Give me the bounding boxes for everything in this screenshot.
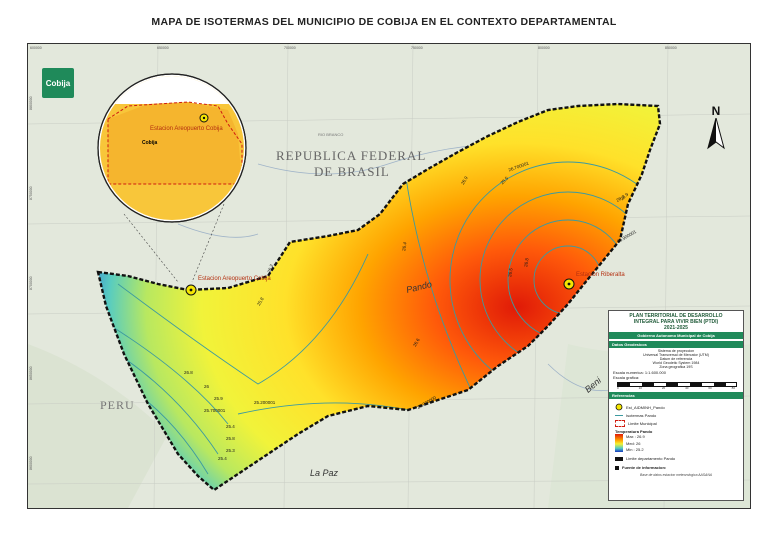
datos-line: World Geodetic System 1984 bbox=[652, 361, 700, 365]
isotherm-label: 25.9 bbox=[214, 396, 223, 401]
coordinate-tick-left: 8700000 bbox=[29, 276, 33, 290]
legend-fuente: Base de datos estacion meteorologica AAS… bbox=[639, 473, 713, 477]
isotherm-label: 25.4 bbox=[226, 424, 235, 429]
legend-items: Est_AIDMINH_Pando Isotermas Pando Limite… bbox=[609, 399, 743, 479]
legend-title-2: INTEGRAL PARA VIVIR BIEN (PTDI) bbox=[633, 319, 719, 325]
coordinate-tick-top: 700000 bbox=[284, 46, 296, 50]
scale-bar: 0 10 20 40 60 80 bbox=[617, 381, 737, 391]
coordinate-tick-top: 800000 bbox=[538, 46, 550, 50]
legend-panel: PLAN TERRITORIAL DE DESARROLLO INTEGRAL … bbox=[608, 310, 744, 501]
label-peru: PERU bbox=[100, 398, 135, 412]
datos-line: Zona geografica 19S bbox=[659, 365, 693, 369]
legend-item-limite-dep: Limite departamento Pando bbox=[615, 456, 737, 461]
legend-item-isotherm: Isotermas Pando bbox=[615, 413, 737, 418]
station-cobija-marker[interactable] bbox=[185, 284, 197, 296]
legend-temp-title: Temperatura Pando bbox=[615, 429, 653, 434]
legend-temp-ramp: Max : 26.9 Med: 26 Min : 25.2 bbox=[615, 434, 737, 452]
station-riberalta-marker[interactable] bbox=[563, 278, 575, 290]
logo-text: Cobija bbox=[45, 78, 71, 88]
coordinate-tick-top: 600000 bbox=[30, 46, 42, 50]
legend-ref-header: Referencias bbox=[609, 392, 743, 399]
coordinate-tick-top: 850000 bbox=[665, 46, 677, 50]
station-legend-icon bbox=[615, 403, 623, 411]
isotherm-label: 26 bbox=[204, 384, 210, 389]
legend-med: Med: 26 bbox=[626, 440, 641, 446]
legend-datos-header: Datos Geodesicos bbox=[609, 341, 743, 348]
peru-region bbox=[28, 344, 168, 508]
station-riberalta-label: Estacion Riberalta bbox=[576, 272, 625, 278]
scale-tick: 60 bbox=[708, 386, 712, 390]
legend-max: Max : 26.9 bbox=[626, 434, 645, 439]
station-cobija-label: Estacion Areopuerto Cobija bbox=[198, 276, 271, 282]
inset-town-label: Cobija bbox=[142, 140, 158, 146]
label-la-paz: La Paz bbox=[310, 468, 339, 478]
north-letter: N bbox=[711, 104, 721, 118]
map-title: MAPA DE ISOTERMAS DEL MUNICIPIO DE COBIJ… bbox=[151, 16, 617, 28]
legend-item-limite-municipal: Limite Municipal bbox=[615, 420, 737, 427]
scale-tick: 0 bbox=[617, 386, 619, 390]
legend-title-1: PLAN TERRITORIAL DE DESARROLLO bbox=[629, 313, 723, 319]
inset-map[interactable] bbox=[88, 64, 258, 234]
legend-years: 2021-2025 bbox=[664, 325, 688, 331]
inset-station-label: Estacion Areopuerto Cobija bbox=[150, 126, 223, 132]
scale-tick: 10 bbox=[638, 386, 642, 390]
datos-line: Datum de referencia bbox=[659, 357, 693, 361]
label-brasil-1: REPUBLICA FEDERAL bbox=[276, 148, 427, 163]
escala-numerica: Escala numerica: 1:1.600.000 bbox=[613, 370, 666, 375]
isotherm-label: 26.8 bbox=[184, 370, 193, 375]
label-brasil-2: DE BRASIL bbox=[314, 164, 390, 179]
north-arrow: N bbox=[704, 104, 728, 154]
isotherm-label: 25.700001 bbox=[204, 408, 226, 413]
datos-line: Sistema de proyeccion bbox=[657, 349, 695, 353]
coordinate-tick-left: 8800000 bbox=[29, 96, 33, 110]
coordinate-tick-left: 8750000 bbox=[29, 186, 33, 200]
legend-min: Min : 25.2 bbox=[626, 447, 644, 452]
coordinate-tick-top: 650000 bbox=[157, 46, 169, 50]
inset-leader-lines bbox=[123, 203, 225, 283]
isotherm-label: 25.4 bbox=[218, 456, 227, 461]
scale-tick: 80 bbox=[731, 386, 735, 390]
datos-list: Sistema de proyeccion Universal Transvers… bbox=[609, 348, 743, 370]
legend-item-station: Est_AIDMINH_Pando bbox=[615, 403, 737, 411]
scale-tick: 20 bbox=[661, 386, 666, 390]
cobija-logo: Cobija bbox=[42, 68, 74, 98]
escala-grafica-label: Escala grafica: bbox=[613, 375, 640, 380]
isotherm-label: 25.3 bbox=[226, 448, 235, 453]
department-boundary bbox=[96, 102, 662, 492]
label-rio-branco: RIO BRANCO bbox=[318, 132, 344, 137]
coordinate-tick-top: 750000 bbox=[411, 46, 423, 50]
coordinate-tick-left: 8650000 bbox=[29, 366, 33, 380]
temperature-ramp bbox=[615, 434, 623, 452]
isotherm-label: 25.200001 bbox=[254, 400, 276, 405]
legend-gov-band: Gobierno Autonomo Municipal de Cobija bbox=[609, 332, 743, 339]
scale-tick: 40 bbox=[685, 386, 689, 390]
map-frame[interactable]: Cobija Estacion Areopuerto Cobija Cobija… bbox=[27, 43, 751, 509]
datos-line: Universal Transversal de Mercator (UTM) bbox=[643, 353, 709, 357]
north-arrow-icon bbox=[707, 116, 725, 150]
legend-fuente-header: Fuente de informacion: bbox=[615, 465, 737, 470]
coordinate-tick-left: 8600000 bbox=[29, 456, 33, 470]
isotherm-label: 25.8 bbox=[226, 436, 235, 441]
